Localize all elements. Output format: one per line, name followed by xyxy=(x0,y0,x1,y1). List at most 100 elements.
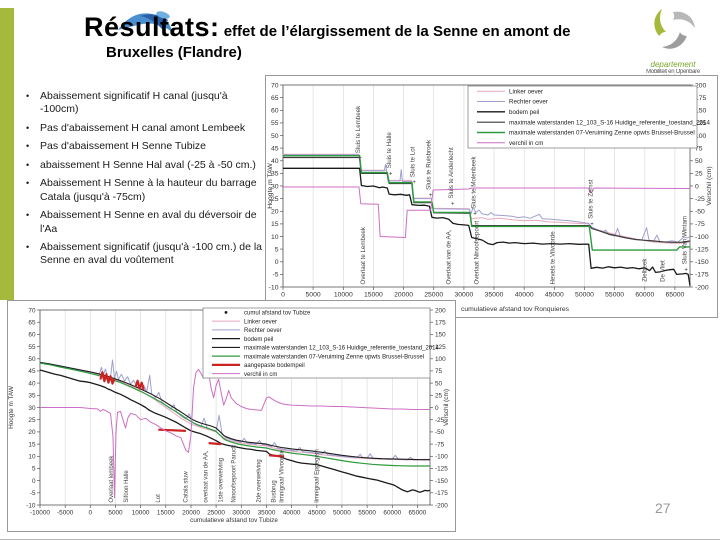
svg-text:45000: 45000 xyxy=(308,510,326,517)
svg-text:10: 10 xyxy=(271,234,279,241)
svg-text:Busbrug: Busbrug xyxy=(272,480,278,502)
svg-text:-5: -5 xyxy=(272,272,278,279)
svg-text:40: 40 xyxy=(271,158,279,165)
svg-text:-50: -50 xyxy=(695,209,705,216)
svg-text:+: + xyxy=(473,212,477,218)
svg-text:100: 100 xyxy=(695,133,707,140)
svg-text:75: 75 xyxy=(435,368,443,375)
svg-text:30000: 30000 xyxy=(454,292,473,299)
svg-text:35000: 35000 xyxy=(258,510,276,517)
page-title: Résultats: effet de l’élargissement de l… xyxy=(84,12,644,61)
svg-text:Verschil (cm): Verschil (cm) xyxy=(706,166,713,205)
svg-text:50: 50 xyxy=(695,158,703,165)
svg-text:-25: -25 xyxy=(695,196,705,203)
svg-text:55: 55 xyxy=(271,120,279,127)
svg-text:Sifoon Halle: Sifoon Halle xyxy=(124,470,130,503)
svg-text:Overlaat van de AA,: Overlaat van de AA, xyxy=(446,229,453,284)
svg-text:cumulatieve afstand tov Ronqui: cumulatieve afstand tov Ronquieres xyxy=(461,306,570,313)
svg-text:75: 75 xyxy=(695,145,703,152)
svg-text:20000: 20000 xyxy=(182,510,200,517)
logo-icon xyxy=(654,8,695,49)
svg-text:60000: 60000 xyxy=(635,292,654,299)
svg-text:-150: -150 xyxy=(695,259,709,266)
svg-text:-100: -100 xyxy=(435,454,448,461)
svg-text:Verschil (cm): Verschil (cm) xyxy=(443,389,450,426)
svg-text:55000: 55000 xyxy=(358,510,376,517)
svg-text:25: 25 xyxy=(695,171,703,178)
svg-text:bodem peil: bodem peil xyxy=(244,337,273,343)
title-main: Résultats: xyxy=(84,12,220,42)
svg-text:cumul afstand tov Tubize: cumul afstand tov Tubize xyxy=(244,311,311,317)
svg-text:+: + xyxy=(684,267,688,273)
bullet-list: • Abaissement significatif H canal (jusqu… xyxy=(26,90,264,273)
svg-text:25: 25 xyxy=(28,417,36,424)
svg-text:-100: -100 xyxy=(695,234,709,241)
svg-text:100: 100 xyxy=(435,356,446,363)
svg-text:0: 0 xyxy=(695,183,699,190)
svg-text:70: 70 xyxy=(271,82,279,89)
svg-text:70: 70 xyxy=(28,307,36,314)
svg-text:-75: -75 xyxy=(695,221,705,228)
svg-text:45: 45 xyxy=(28,368,36,375)
svg-text:30000: 30000 xyxy=(232,510,250,517)
svg-text:-125: -125 xyxy=(435,466,448,473)
svg-text:+: + xyxy=(412,180,416,186)
svg-text:50: 50 xyxy=(435,380,443,387)
svg-text:aangepaste bodempeil: aangepaste bodempeil xyxy=(244,363,305,369)
svg-text:limnigraaf Eppegem: limnigraaf Eppegem xyxy=(314,449,320,502)
svg-text:25: 25 xyxy=(435,393,443,400)
page-number: 27 xyxy=(655,500,671,516)
svg-text:Hoogte m TAW: Hoogte m TAW xyxy=(8,385,15,429)
svg-text:20000: 20000 xyxy=(394,292,413,299)
svg-text:200: 200 xyxy=(435,307,446,314)
svg-text:1ste overwelving: 1ste overwelving xyxy=(219,458,225,503)
svg-text:Overlaat te Lembeek: Overlaat te Lembeek xyxy=(360,226,367,284)
svg-text:verchil in cm: verchil in cm xyxy=(244,372,277,378)
list-item: • Abaissement significatif (jusqu'à -100 … xyxy=(26,240,263,267)
svg-text:50: 50 xyxy=(28,356,36,363)
svg-text:50000: 50000 xyxy=(575,292,594,299)
svg-text:Sluis te Halle: Sluis te Halle xyxy=(386,132,393,169)
svg-text:25000: 25000 xyxy=(207,510,225,517)
svg-text:maximale waterstanden 12_103_S: maximale waterstanden 12_103_S-16 Huidig… xyxy=(509,119,710,126)
svg-text:0: 0 xyxy=(435,405,439,412)
svg-text:5000: 5000 xyxy=(306,292,321,299)
svg-text:65000: 65000 xyxy=(665,292,684,299)
svg-text:2de overwelving: 2de overwelving xyxy=(256,459,262,502)
svg-text:200: 200 xyxy=(695,82,707,89)
svg-text:bodem peil: bodem peil xyxy=(509,109,539,116)
svg-text:35: 35 xyxy=(271,171,279,178)
svg-text:-150: -150 xyxy=(435,478,448,485)
logo: departement Mobiliteit en Openbare Werke… xyxy=(637,8,709,76)
svg-text:Sluis te Lot: Sluis te Lot xyxy=(409,146,416,177)
svg-text:Rechter oever: Rechter oever xyxy=(244,328,282,334)
svg-text:45: 45 xyxy=(271,145,279,152)
svg-text:30: 30 xyxy=(271,183,279,190)
svg-text:10000: 10000 xyxy=(132,510,150,517)
svg-text:0: 0 xyxy=(275,259,279,266)
svg-text:+: + xyxy=(389,171,393,177)
svg-text:limnigraaf Vilvoorde: limnigraaf Vilvoorde xyxy=(280,449,286,502)
svg-text:Linker oever: Linker oever xyxy=(244,319,277,325)
svg-text:+: + xyxy=(429,193,433,199)
chart-top-svg: 0 5000 10000 15000 20000 25000 30000 35000 40000… xyxy=(265,75,718,318)
svg-text:-125: -125 xyxy=(695,246,709,253)
svg-text:Zielbeek: Zielbeek xyxy=(642,258,649,282)
svg-text:20: 20 xyxy=(28,429,36,436)
svg-text:-175: -175 xyxy=(435,490,448,497)
svg-text:+: + xyxy=(451,202,455,208)
chart-bottom-svg: -10000 -5000 0 5000 10000 15000 20000 25000 3000… xyxy=(7,300,456,532)
chart-top: 0 5000 10000 15000 20000 25000 30000 35000 40000… xyxy=(265,75,718,323)
svg-text:50000: 50000 xyxy=(333,510,351,517)
svg-text:20: 20 xyxy=(271,209,279,216)
svg-text:5000: 5000 xyxy=(108,510,123,517)
list-item: • Pas d'abaissement H Senne Tubize xyxy=(26,140,207,153)
svg-text:40: 40 xyxy=(28,380,36,387)
svg-text:25: 25 xyxy=(271,196,279,203)
svg-text:Sluis te Zemst: Sluis te Zemst xyxy=(587,179,594,218)
svg-text:5: 5 xyxy=(275,246,279,253)
svg-text:+: + xyxy=(590,222,594,228)
svg-text:cumulatieve afstand tov Tubize: cumulatieve afstand tov Tubize xyxy=(190,517,278,524)
svg-text:Catala stuw: Catala stuw xyxy=(183,471,189,503)
svg-text:65: 65 xyxy=(28,320,36,327)
